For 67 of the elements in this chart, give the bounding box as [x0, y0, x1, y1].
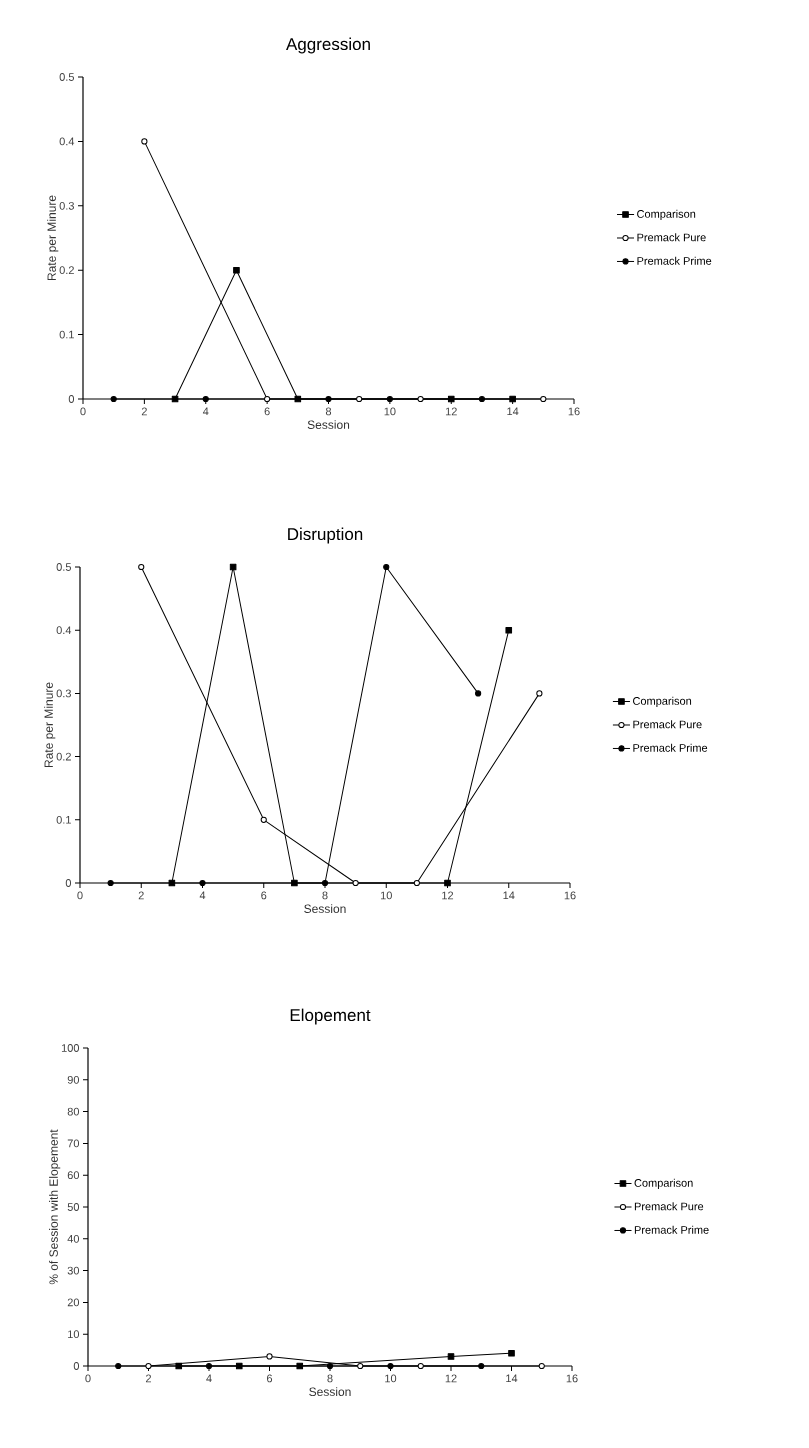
y-tick-label: 0.5: [59, 73, 74, 81]
x-tick-label: 2: [141, 407, 147, 416]
x-tick-label: 4: [206, 1374, 212, 1383]
legend-label: Premack Prime: [637, 256, 712, 265]
y-tick-label: 0: [65, 879, 72, 887]
x-tick-label: 8: [325, 407, 332, 416]
chart-title: Disruption: [288, 527, 363, 544]
x-tick-label: 12: [442, 891, 454, 900]
x-tick-label: 0: [85, 1374, 91, 1383]
y-tick-label: 30: [67, 1266, 80, 1275]
y-tick-label: 10: [68, 1330, 80, 1339]
y-tick-label: 70: [67, 1139, 80, 1148]
legend-label: Premack Pure: [633, 720, 702, 729]
legend-label: Comparison: [634, 1178, 693, 1190]
y-tick-label: 0.2: [59, 266, 74, 275]
x-tick-label: 14: [506, 1374, 518, 1383]
legend-label: Comparison: [633, 696, 692, 708]
y-tick-label: 90: [67, 1075, 80, 1084]
legend-label: Premack Pure: [637, 233, 706, 242]
x-axis-title: Session: [304, 904, 346, 913]
y-tick-label: 0.4: [56, 626, 72, 635]
y-axis-title: Rate per Minure: [47, 195, 59, 281]
x-tick-label: 10: [384, 407, 396, 416]
x-tick-label: 8: [322, 891, 328, 900]
y-tick-label: 0: [73, 1362, 80, 1370]
chart-title: Elopement: [290, 1008, 371, 1025]
x-tick-label: 16: [566, 1374, 578, 1383]
legend-label: Premack Pure: [634, 1202, 704, 1211]
y-tick-label: 0.5: [56, 563, 71, 571]
y-tick-label: 0.2: [56, 752, 71, 761]
legend-label: Comparison: [637, 209, 696, 221]
x-tick-label: 14: [503, 891, 515, 900]
x-tick-label: 6: [267, 1374, 273, 1383]
x-tick-label: 16: [564, 891, 576, 900]
x-axis-title: Session: [309, 1387, 351, 1396]
x-tick-label: 8: [327, 1374, 333, 1383]
chart-title: Aggression: [286, 37, 370, 54]
x-tick-label: 6: [264, 407, 270, 416]
x-tick-label: 0: [80, 407, 86, 416]
x-axis-title: Session: [307, 420, 350, 429]
x-tick-label: 2: [138, 891, 144, 900]
y-tick-label: 0.1: [59, 330, 74, 339]
y-tick-label: 20: [67, 1298, 80, 1307]
y-axis-title: Rate per Minure: [44, 682, 56, 768]
x-tick-label: 12: [445, 1374, 457, 1383]
y-axis-title: % of Session with Elopement: [49, 1129, 61, 1285]
x-tick-label: 14: [507, 407, 519, 416]
y-tick-label: 40: [67, 1234, 80, 1243]
y-tick-label: 80: [67, 1107, 80, 1116]
y-tick-label: 50: [67, 1203, 80, 1211]
y-tick-label: 60: [67, 1171, 80, 1180]
y-tick-label: 0.3: [59, 201, 74, 210]
x-tick-label: 6: [261, 891, 267, 900]
legend-label: Premack Prime: [634, 1225, 709, 1234]
y-tick-label: 0.3: [56, 689, 71, 698]
x-tick-label: 10: [385, 1374, 397, 1383]
legend-label: Premack Prime: [633, 743, 708, 752]
y-tick-label: 0.4: [59, 137, 75, 146]
y-tick-label: 0: [68, 395, 75, 403]
y-tick-label: 100: [61, 1044, 80, 1052]
x-tick-label: 4: [202, 407, 209, 416]
x-tick-label: 2: [145, 1374, 152, 1383]
x-tick-label: 10: [380, 891, 392, 900]
x-tick-label: 12: [445, 407, 457, 416]
x-tick-label: 4: [199, 891, 206, 900]
y-tick-label: 0.1: [56, 815, 71, 824]
x-tick-label: 16: [568, 407, 580, 416]
